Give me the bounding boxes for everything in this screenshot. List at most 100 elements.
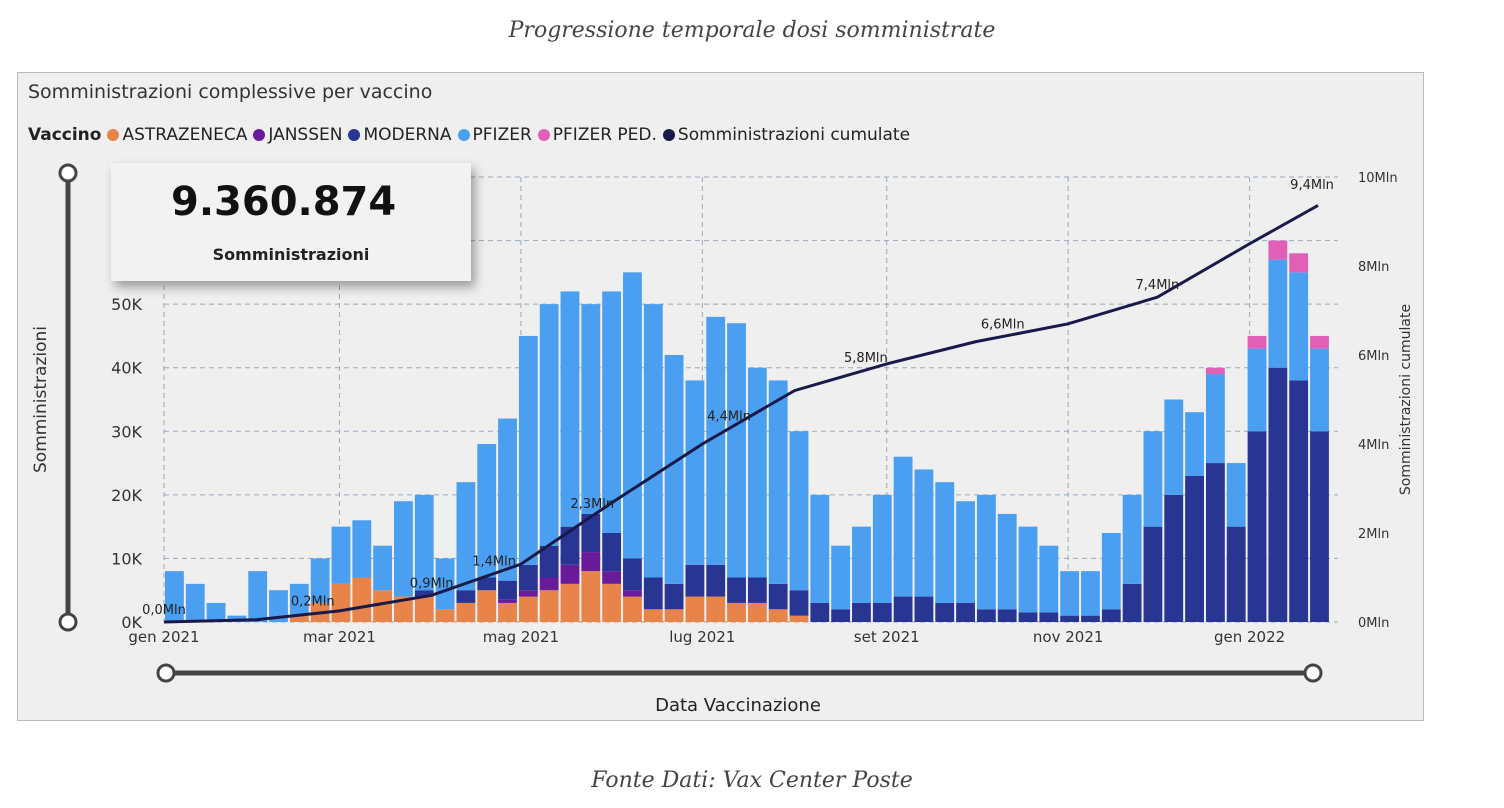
caption-top: Progressione temporale dosi somministrat… [508, 18, 996, 43]
bar-segment [1081, 571, 1100, 616]
horizontal-slider-handle[interactable] [1303, 663, 1323, 683]
bar-segment [664, 609, 684, 622]
legend-label: JANSSEN [268, 125, 343, 145]
bar-segment [623, 590, 642, 597]
bar-segment [831, 609, 851, 622]
bar-segment [893, 596, 913, 622]
x-tick-label: mar 2021 [303, 628, 376, 646]
bar-segment [852, 602, 871, 622]
y-tick-label: 0K [121, 613, 142, 632]
line-data-label: 6,6Mln [981, 317, 1025, 332]
y-axis-title: Somministrazioni [31, 326, 51, 473]
line-data-label: 7,4Mln [1136, 278, 1180, 293]
vertical-slider-handle[interactable] [58, 612, 78, 632]
y-tick-label: 20K [111, 486, 142, 505]
bar-segment [768, 609, 788, 622]
bar-segment [581, 513, 601, 553]
bar-segment [1039, 545, 1059, 613]
bar-segment [623, 272, 642, 559]
bar-segment [997, 513, 1017, 610]
y2-tick-label: 8Mln [1358, 260, 1389, 275]
bar-segment [248, 571, 268, 622]
bar-segment [498, 580, 517, 600]
bar-segment [956, 602, 975, 622]
legend-label: ASTRAZENECA [122, 125, 248, 145]
cumulative-line [163, 204, 1319, 624]
legend-label: PFIZER [472, 125, 532, 145]
bar-segment [581, 571, 601, 622]
bar-segment [352, 577, 372, 622]
bar-segment [810, 602, 830, 622]
bar-segment [435, 558, 455, 610]
line-data-label: 0,2Mln [291, 595, 335, 610]
bar-segment [706, 564, 726, 597]
bar-segment [1205, 374, 1225, 464]
bar-segment [623, 596, 642, 622]
bar-segment [956, 501, 975, 603]
legend-item[interactable]: Somministrazioni cumulate [662, 125, 910, 145]
bar-segment [602, 583, 622, 622]
bar-segment [1060, 571, 1080, 616]
bar-segment [539, 304, 559, 546]
legend-item[interactable]: MODERNA [348, 125, 452, 145]
bar-segment [1247, 348, 1267, 432]
legend-item[interactable]: PFIZER PED. [537, 125, 657, 145]
line-data-label: 4,4Mln [707, 409, 751, 424]
bar-segment [289, 583, 309, 616]
bar-segment [1164, 494, 1184, 622]
bar-segment [456, 482, 476, 591]
chart-svg: 0K10K20K30K40K50K60K70K0Mln2Mln4Mln6Mln8… [31, 163, 1414, 716]
bar-segment [685, 596, 705, 622]
x-tick-label: gen 2022 [1214, 628, 1285, 646]
bar-segment [1205, 367, 1225, 375]
y-tick-label: 40K [111, 359, 142, 378]
line-data-label: 2,3Mln [570, 497, 614, 512]
legend-item[interactable]: JANSSEN [253, 125, 342, 145]
bar-segment [518, 335, 538, 565]
bar-segment [1039, 612, 1059, 622]
bar-segment [747, 577, 767, 603]
bar-segment [1185, 412, 1204, 476]
bar-segment [1060, 615, 1080, 622]
y2-tick-label: 0Mln [1358, 616, 1389, 631]
bar-segment [997, 609, 1017, 622]
bar-segment [269, 590, 288, 622]
legend-item[interactable]: ASTRAZENECA [107, 125, 247, 145]
bar-segment [976, 494, 996, 610]
bar-segment [414, 590, 434, 597]
caption-bottom: Fonte Dati: Vax Center Poste [591, 768, 913, 793]
bar-segment [872, 494, 892, 603]
bar-segment [852, 526, 871, 603]
x-tick-label: gen 2021 [128, 628, 199, 646]
bar-segment [1247, 431, 1267, 622]
bar-segment [1247, 335, 1267, 349]
bar-segment [560, 526, 580, 565]
y-tick-label: 50K [111, 295, 142, 314]
bar-segment [1226, 526, 1246, 622]
legend-item[interactable]: PFIZER [457, 125, 532, 145]
bar-segment [706, 316, 726, 565]
legend-dot-icon [457, 129, 470, 141]
bar-segment [394, 596, 413, 622]
bar-segment [1310, 348, 1329, 432]
bar-segment [789, 590, 809, 616]
horizontal-slider-handle[interactable] [156, 663, 176, 683]
bar-segment [498, 418, 517, 581]
kpi-card: 9.360.874 Somministrazioni [111, 163, 471, 281]
bar-segment [518, 564, 538, 591]
bar-segment [831, 545, 851, 610]
bar-segment [165, 571, 184, 622]
y-tick-label: 30K [111, 422, 142, 441]
bar-segment [1164, 399, 1184, 495]
bar-segment [747, 367, 767, 578]
bar-segment [185, 583, 205, 622]
x-axis-title: Data Vaccinazione [655, 695, 821, 716]
bar-segment [602, 291, 622, 533]
kpi-label: Somministrazioni [212, 245, 370, 264]
bar-segment [1268, 367, 1288, 622]
vertical-slider-handle[interactable] [58, 163, 78, 183]
line-data-label: 0,9Mln [410, 576, 454, 591]
bar-segment [643, 609, 663, 622]
bar-segment [352, 520, 372, 578]
bar-segment [893, 456, 913, 597]
